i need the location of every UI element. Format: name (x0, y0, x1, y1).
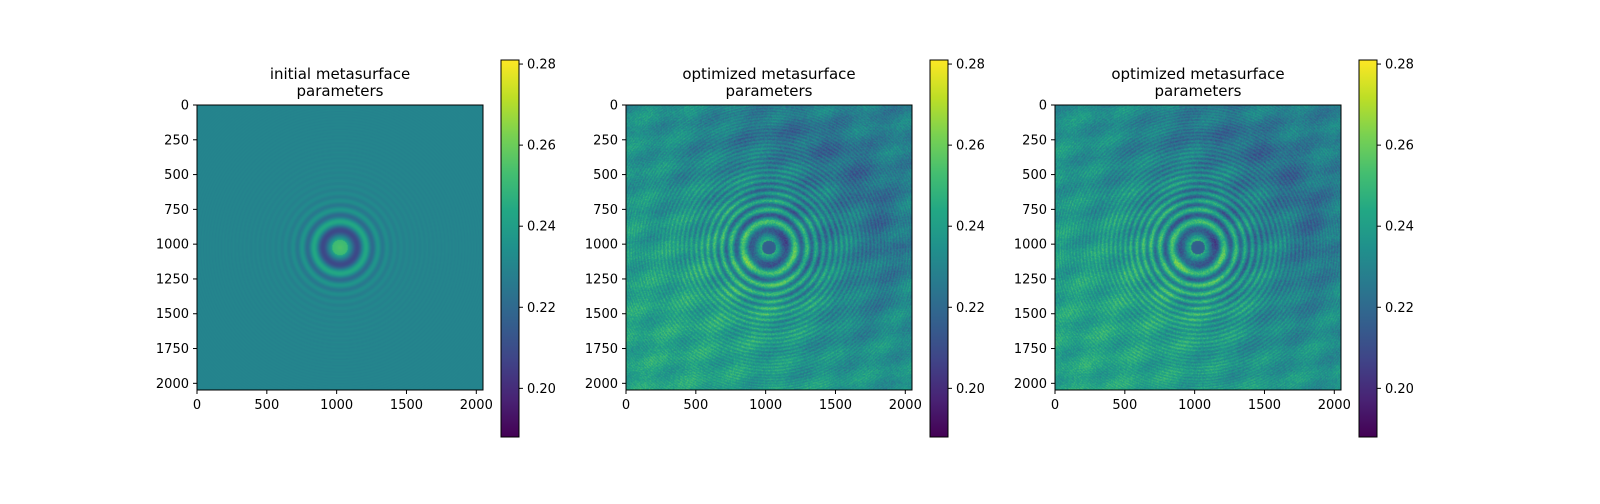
y-tick-label: 1250 (1014, 272, 1047, 287)
colorbar-tick-label: 0.22 (527, 301, 556, 316)
y-tick-label: 2000 (1014, 377, 1047, 392)
y-tick-label: 1500 (1014, 307, 1047, 322)
y-tick-label: 2000 (156, 377, 189, 392)
x-tick-label: 500 (254, 398, 279, 413)
x-tick-label: 2000 (889, 398, 922, 413)
colorbar (929, 59, 949, 438)
colorbar-tick-label: 0.20 (1385, 382, 1414, 397)
panel-title-line-1: optimized metasurface (1111, 65, 1284, 83)
plot-frame (1054, 104, 1342, 391)
panel-title-line-1: optimized metasurface (682, 65, 855, 83)
colorbar-tick-label: 0.24 (1385, 220, 1414, 235)
x-tick-label: 2000 (460, 398, 493, 413)
colorbar-tick-label: 0.28 (527, 58, 556, 73)
x-tick-label: 1500 (390, 398, 423, 413)
colorbar-tick-label: 0.20 (956, 382, 985, 397)
x-tick-label: 0 (1051, 398, 1059, 413)
y-tick-label: 250 (164, 133, 189, 148)
y-tick-label: 1250 (156, 272, 189, 287)
y-tick-label: 500 (164, 168, 189, 183)
x-tick-label: 1500 (819, 398, 852, 413)
colorbar-tick-label: 0.28 (956, 58, 985, 73)
x-tick-label: 0 (193, 398, 201, 413)
colorbar (1358, 59, 1378, 438)
panel-title-line-1: initial metasurface (270, 65, 410, 83)
x-tick-label: 1500 (1248, 398, 1281, 413)
y-tick-label: 250 (1022, 133, 1047, 148)
x-tick-label: 1000 (749, 398, 782, 413)
panel-title-line-2: parameters (1154, 82, 1241, 100)
colorbar-tick-label: 0.26 (956, 139, 985, 154)
x-tick-label: 500 (683, 398, 708, 413)
y-tick-label: 1750 (156, 342, 189, 357)
x-tick-label: 1000 (1178, 398, 1211, 413)
y-tick-label: 1500 (156, 307, 189, 322)
y-tick-label: 0 (610, 99, 618, 114)
colorbar-tick-label: 0.20 (527, 382, 556, 397)
y-tick-label: 0 (1039, 99, 1047, 114)
y-tick-label: 1750 (1014, 342, 1047, 357)
y-tick-label: 1250 (585, 272, 618, 287)
plot-frame (625, 104, 913, 391)
y-tick-label: 1750 (585, 342, 618, 357)
panel-title-line-2: parameters (725, 82, 812, 100)
y-tick-label: 1000 (156, 238, 189, 253)
y-tick-label: 1000 (585, 238, 618, 253)
colorbar-tick-label: 0.22 (956, 301, 985, 316)
x-tick-label: 2000 (1318, 398, 1351, 413)
x-tick-label: 500 (1112, 398, 1137, 413)
panel-title-line-2: parameters (296, 82, 383, 100)
colorbar-tick-label: 0.22 (1385, 301, 1414, 316)
y-tick-label: 500 (1022, 168, 1047, 183)
colorbar-tick-label: 0.26 (527, 139, 556, 154)
x-tick-label: 0 (622, 398, 630, 413)
y-tick-label: 0 (181, 99, 189, 114)
heatmap-image (1055, 105, 1341, 390)
y-tick-label: 750 (164, 203, 189, 218)
y-tick-label: 2000 (585, 377, 618, 392)
colorbar-tick-label: 0.28 (1385, 58, 1414, 73)
y-tick-label: 750 (1022, 203, 1047, 218)
colorbar-tick-label: 0.26 (1385, 139, 1414, 154)
y-tick-label: 750 (593, 203, 618, 218)
colorbar-tick-label: 0.24 (956, 220, 985, 235)
x-tick-label: 1000 (320, 398, 353, 413)
y-tick-label: 250 (593, 133, 618, 148)
y-tick-label: 500 (593, 168, 618, 183)
colorbar-tick-label: 0.24 (527, 220, 556, 235)
heatmap-image (626, 105, 912, 390)
y-tick-label: 1500 (585, 307, 618, 322)
y-tick-label: 1000 (1014, 238, 1047, 253)
plot-frame (196, 104, 484, 391)
colorbar (500, 59, 520, 438)
heatmap-image (197, 105, 483, 390)
